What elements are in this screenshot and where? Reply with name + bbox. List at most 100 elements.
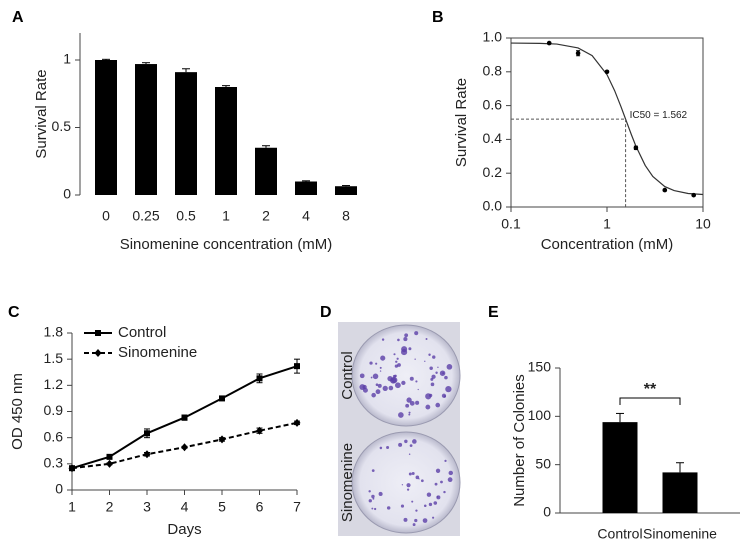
colony [424,360,426,362]
colony [375,383,379,386]
row-label: Sinomenine [339,443,356,522]
colony [377,383,382,388]
y-tick-label: 0.5 [52,118,72,134]
x-tick-label: 2 [262,208,270,224]
colony [401,346,408,353]
colony [408,411,411,414]
bar [662,472,698,513]
colony [412,523,416,526]
colony [368,499,372,503]
error-bar [262,145,270,148]
colony [406,488,410,491]
panel-letter: E [488,304,499,321]
y-tick-label: 0.8 [483,63,503,79]
colony [445,386,452,393]
bar [295,181,317,195]
x-tick-label: 3 [143,499,151,515]
plot-frame [510,37,704,208]
colony [425,338,428,340]
y-tick-label: 150 [528,359,552,375]
x-tick-label: 6 [256,499,264,515]
colony [375,362,378,365]
colony [369,361,373,365]
colony [409,376,414,381]
colony [408,347,412,351]
y-axis-title: OD 450 nm [9,373,26,450]
colony [393,353,396,356]
colony [396,357,399,360]
y-tick-label: 100 [528,407,552,423]
y-tick-label: 1.5 [44,350,64,366]
x-tick-label: 1 [222,208,230,224]
point [144,430,150,437]
y-tick-label: 0 [63,186,71,202]
colony [444,375,448,380]
x-axis-title: Concentration (mM) [541,236,674,253]
colony [428,502,433,507]
colony [409,444,413,447]
colony [401,484,404,486]
colony [395,382,401,389]
point [546,40,552,46]
y-tick-label: 0.4 [483,130,503,146]
colony [359,373,365,379]
x-tick-label: 2 [106,499,114,515]
colony [417,388,419,391]
colony [435,371,438,374]
bar [135,64,157,195]
point [691,192,696,198]
colony [379,370,382,372]
x-tick-label: 4 [302,208,310,224]
colony [428,353,431,356]
error-bar [676,462,684,473]
colony [411,472,415,476]
colony [368,490,371,493]
legend-label: Control [118,324,166,341]
x-tick-label: 5 [218,499,226,515]
colony [395,360,398,363]
y-tick-label: 0 [543,504,551,520]
colony [448,470,454,476]
colony [447,477,453,483]
panel-letter: B [432,9,444,26]
colony [403,517,408,522]
y-axis-title: Survival Rate [453,78,470,167]
bar [335,186,357,195]
point [604,69,610,75]
colony [403,337,408,342]
bar [215,87,237,195]
row-label: Control [339,351,356,399]
point [181,443,188,452]
point [662,187,668,193]
colony [400,504,405,508]
colony [418,478,420,480]
y-tick-label: 0.9 [44,402,64,418]
point [633,145,639,151]
point [106,453,113,460]
colony [397,363,401,367]
y-tick-label: 0.3 [44,455,64,471]
colony [408,413,411,416]
colony [426,492,432,497]
colony [371,469,375,472]
colony [435,402,441,408]
colony [429,366,433,371]
colony [415,400,420,405]
x-tick-label: 0.25 [132,208,159,224]
colony [379,446,383,450]
significance-label: ** [644,381,657,398]
colony [423,504,427,508]
y-tick-label: 0.0 [483,198,503,214]
y-axis-title: Number of Colonies [511,374,528,507]
point [256,426,263,435]
colony [430,382,435,387]
colony [362,387,368,393]
x-tick-label: Sinomenine [643,526,717,542]
point [218,435,226,444]
colony [388,385,394,391]
colony [411,500,414,503]
y-tick-label: 0.6 [483,96,503,112]
colony [430,377,434,381]
colony [415,509,418,512]
colony [398,442,403,447]
